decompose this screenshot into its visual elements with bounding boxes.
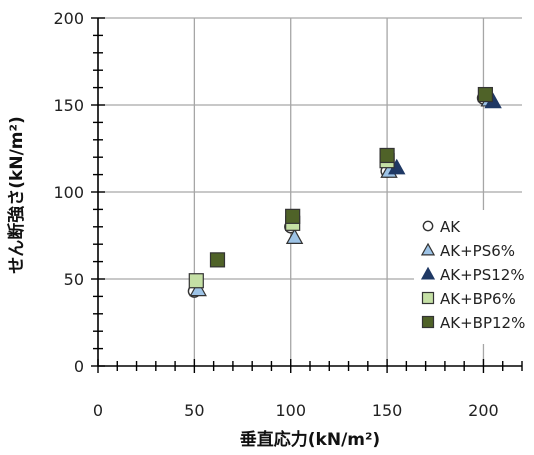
tick-labels: 0 50 100 150 200 0 50 100 150 200 (53, 9, 498, 420)
legend-label-ak-ps12: AK+PS12% (440, 266, 525, 284)
y-tick-label: 150 (53, 96, 84, 115)
legend-label-ak-ps6: AK+PS6% (440, 242, 515, 260)
point-ak-bp6 (188, 273, 204, 289)
point-ak-ps6 (285, 228, 304, 244)
y-tick-label: 100 (53, 183, 84, 202)
legend-marker-ak-bp6 (421, 291, 435, 305)
x-tick-label: 200 (468, 401, 499, 420)
legend-label-ak-bp12: AK+BP12% (440, 314, 525, 332)
x-tick-label: 150 (372, 401, 403, 420)
point-ak-ps6 (189, 280, 207, 297)
point-ak-bp12 (379, 147, 395, 164)
y-tick-label: 0 (74, 357, 84, 376)
legend: AK AK+PS6% AK+PS12% AK+BP6% AK+BP12% (414, 210, 525, 344)
y-tick-label: 50 (64, 270, 84, 289)
legend-label-ak-bp6: AK+BP6% (440, 290, 516, 308)
grid-lines (98, 17, 522, 366)
x-tick-label: 50 (184, 401, 204, 420)
legend-marker-ak-ps6 (420, 242, 436, 256)
x-axis-label: 垂直応力(kN/m²) (240, 429, 380, 450)
legend-marker-ak-bp12 (421, 315, 435, 329)
legend-marker-ak (422, 220, 434, 232)
data-points (187, 86, 502, 298)
legend-marker-ak-ps12 (420, 266, 436, 280)
point-ak-bp12 (209, 252, 226, 268)
point-ak-bp12 (477, 86, 493, 103)
x-tick-label: 100 (275, 401, 306, 420)
y-axis-label: せん断強さ(kN/m²) (6, 116, 27, 273)
legend-label-ak: AK (440, 218, 461, 236)
axis-ticks (91, 17, 523, 373)
x-tick-label: 0 (93, 401, 103, 420)
point-ak-bp12 (285, 208, 301, 224)
y-tick-label: 200 (53, 9, 84, 28)
